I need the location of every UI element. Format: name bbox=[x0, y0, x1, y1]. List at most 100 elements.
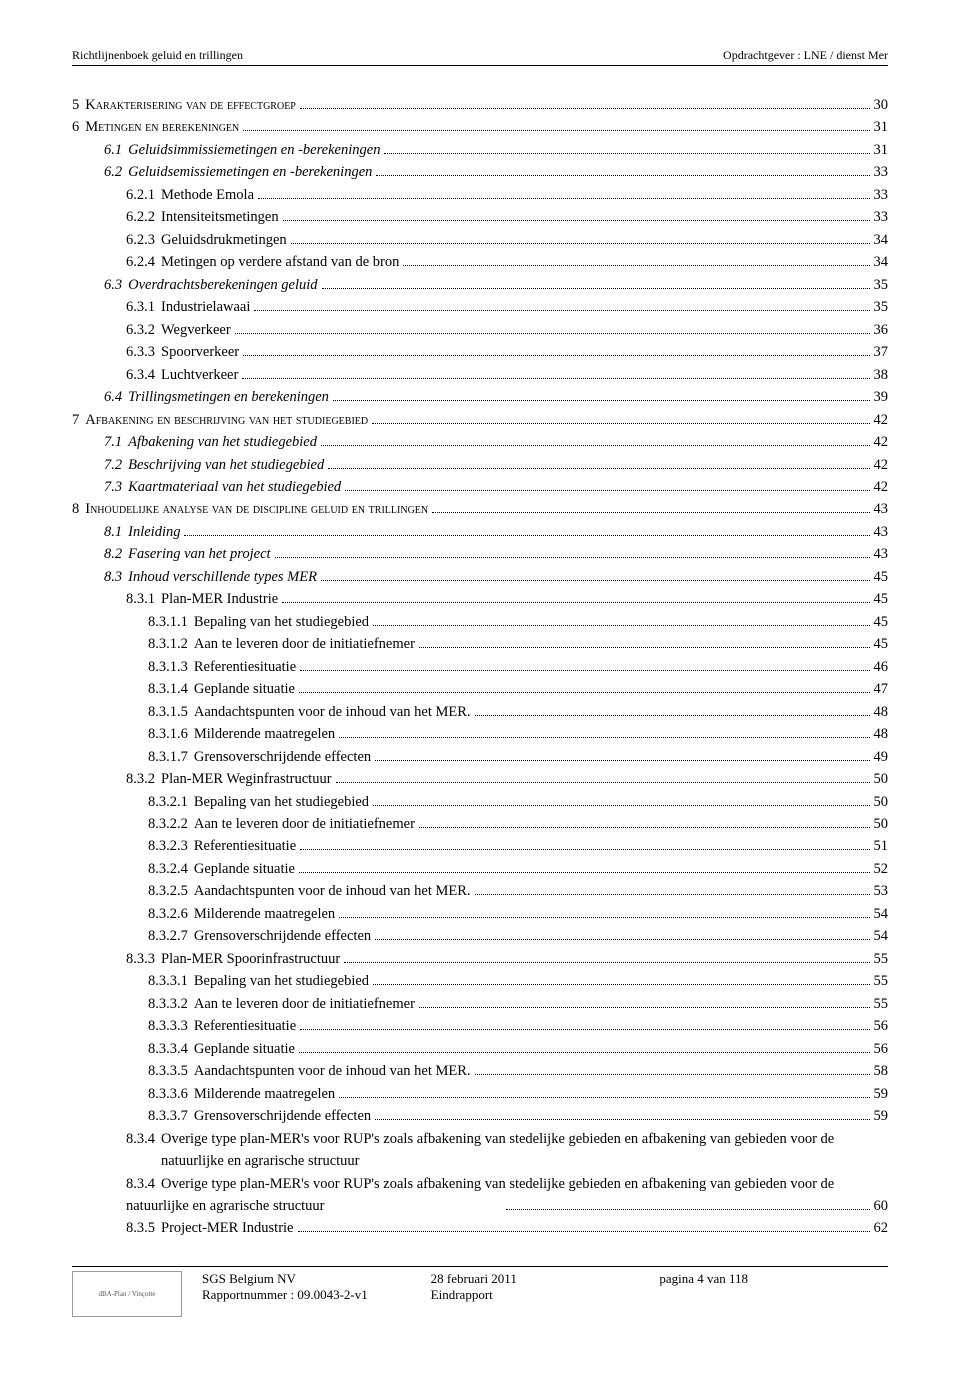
toc-number: 8.3.3.2 bbox=[148, 993, 188, 1015]
toc-number: 8.3.2.5 bbox=[148, 880, 188, 902]
toc-title: Geplande situatie bbox=[188, 1038, 295, 1060]
toc-entry: 6.3Overdrachtsberekeningen geluid35 bbox=[72, 274, 888, 296]
toc-title: Milderende maatregelen bbox=[188, 1083, 335, 1105]
toc-page: 42 bbox=[874, 476, 889, 498]
toc-number: 6.2.3 bbox=[126, 229, 155, 251]
toc-page: 43 bbox=[874, 521, 889, 543]
toc-page: 45 bbox=[874, 633, 889, 655]
footer-logo-area: dBA-Plan / Vinçotte bbox=[72, 1271, 202, 1317]
toc-entry: 8.3.2Plan-MER Weginfrastructuur 50 bbox=[72, 768, 888, 790]
toc-leader bbox=[243, 355, 869, 356]
toc-leader bbox=[283, 220, 870, 221]
toc-entry: 8.3.4Overige type plan-MER's voor RUP's … bbox=[72, 1173, 888, 1218]
footer-col-page: pagina 4 van 118 bbox=[659, 1271, 888, 1287]
toc-title: Aan te leveren door de initiatiefnemer bbox=[188, 813, 415, 835]
toc-page: 56 bbox=[874, 1015, 889, 1037]
footer-col-date: 28 februari 2011 Eindrapport bbox=[431, 1271, 660, 1303]
toc-number: 8.3.3.3 bbox=[148, 1015, 188, 1037]
toc-entry: 8.3.3Plan-MER Spoorinfrastructuur55 bbox=[72, 948, 888, 970]
toc-page: 38 bbox=[874, 364, 889, 386]
toc-leader bbox=[322, 288, 870, 289]
toc-page: 51 bbox=[874, 835, 889, 857]
toc-entry: 8.3.1.7Grensoverschrijdende effecten49 bbox=[72, 746, 888, 768]
toc-entry: 7Afbakening en beschrijving van het stud… bbox=[72, 409, 888, 431]
toc-page: 49 bbox=[874, 746, 889, 768]
toc-leader bbox=[242, 378, 869, 379]
toc-page: 60 bbox=[874, 1195, 889, 1217]
toc-entry: 8.3.1Plan-MER Industrie45 bbox=[72, 588, 888, 610]
toc-entry: 6.3.2Wegverkeer36 bbox=[72, 319, 888, 341]
toc-entry: 7.1Afbakening van het studiegebied42 bbox=[72, 431, 888, 453]
toc-number: 8 bbox=[72, 498, 79, 520]
toc-title: Afbakening en beschrijving van het studi… bbox=[79, 409, 368, 431]
toc-entry: 6Metingen en berekeningen31 bbox=[72, 116, 888, 138]
toc-page: 33 bbox=[874, 184, 889, 206]
toc-number: 8.3.4 bbox=[126, 1176, 155, 1192]
toc-number: 8.3.3 bbox=[126, 948, 155, 970]
toc-page: 62 bbox=[874, 1217, 889, 1239]
toc-leader bbox=[375, 1119, 869, 1120]
toc-title: Geluidsimmissiemetingen en -berekeningen bbox=[122, 139, 380, 161]
footer-col-company: SGS Belgium NV Rapportnummer : 09.0043-2… bbox=[202, 1271, 431, 1303]
toc-entry: 8.3.1.1Bepaling van het studiegebied45 bbox=[72, 611, 888, 633]
toc-page: 31 bbox=[874, 116, 889, 138]
toc-page: 33 bbox=[874, 206, 889, 228]
toc-title: Luchtverkeer bbox=[155, 364, 238, 386]
toc-entry: 8.3.2.3Referentiesituatie51 bbox=[72, 835, 888, 857]
toc-leader bbox=[254, 310, 869, 311]
toc-number: 7.2 bbox=[104, 454, 122, 476]
toc-title: Bepaling van het studiegebied bbox=[188, 611, 369, 633]
toc-leader bbox=[384, 153, 869, 154]
toc-leader bbox=[419, 1007, 870, 1008]
toc-number: 8.3 bbox=[104, 566, 122, 588]
toc-page: 42 bbox=[874, 454, 889, 476]
toc-leader bbox=[336, 782, 870, 783]
toc-leader bbox=[235, 333, 870, 334]
toc-entry: 8.3.1.6Milderende maatregelen48 bbox=[72, 723, 888, 745]
toc-leader bbox=[475, 894, 870, 895]
toc-number: 8.2 bbox=[104, 543, 122, 565]
toc-page: 34 bbox=[874, 229, 889, 251]
toc-number: 8.3.2 bbox=[126, 768, 155, 790]
toc-entry: 8.3.5Project-MER Industrie62 bbox=[72, 1217, 888, 1239]
toc-page: 54 bbox=[874, 925, 889, 947]
toc-number: 8.3.2.2 bbox=[148, 813, 188, 835]
page-footer: dBA-Plan / Vinçotte SGS Belgium NV Rappo… bbox=[72, 1271, 888, 1317]
toc-number: 7.3 bbox=[104, 476, 122, 498]
footer-date: 28 februari 2011 bbox=[431, 1271, 660, 1287]
toc-title: Referentiesituatie bbox=[188, 835, 296, 857]
toc-title: Overdrachtsberekeningen geluid bbox=[122, 274, 317, 296]
toc-page: 35 bbox=[874, 296, 889, 318]
toc-number: 6.3.4 bbox=[126, 364, 155, 386]
toc-page: 39 bbox=[874, 386, 889, 408]
toc-number: 8.3.1.1 bbox=[148, 611, 188, 633]
toc-title: Aan te leveren door de initiatiefnemer bbox=[188, 993, 415, 1015]
toc-title: Plan-MER Weginfrastructuur bbox=[155, 768, 332, 790]
toc-leader bbox=[339, 1097, 869, 1098]
footer-logo-text: dBA-Plan / Vinçotte bbox=[98, 1290, 155, 1298]
toc-page: 45 bbox=[874, 566, 889, 588]
toc-leader bbox=[432, 512, 869, 513]
toc-entry: 6.2.2Intensiteitsmetingen33 bbox=[72, 206, 888, 228]
toc-leader bbox=[299, 1052, 870, 1053]
toc-title: Milderende maatregelen bbox=[188, 903, 335, 925]
toc-entry: 8.3.2.1Bepaling van het studiegebied50 bbox=[72, 791, 888, 813]
toc-number: 6.3.2 bbox=[126, 319, 155, 341]
toc-page: 42 bbox=[874, 409, 889, 431]
toc-number: 6.2 bbox=[104, 161, 122, 183]
toc-number: 8.3.2.7 bbox=[148, 925, 188, 947]
toc-leader bbox=[300, 108, 870, 109]
toc-entry: 5Karakterisering van de effectgroep30 bbox=[72, 94, 888, 116]
toc-leader bbox=[373, 805, 869, 806]
toc-number: 8.3.1.6 bbox=[148, 723, 188, 745]
toc-page: 50 bbox=[874, 768, 889, 790]
toc-leader bbox=[403, 265, 869, 266]
toc-leader bbox=[376, 175, 869, 176]
toc-title: Aan te leveren door de initiatiefnemer bbox=[188, 633, 415, 655]
toc-entry: 8.3.2.2Aan te leveren door de initiatief… bbox=[72, 813, 888, 835]
toc-entry: 6.2Geluidsemissiemetingen en -berekening… bbox=[72, 161, 888, 183]
toc-title: Plan-MER Spoorinfrastructuur bbox=[155, 948, 340, 970]
toc-entry: 8.2Fasering van het project43 bbox=[72, 543, 888, 565]
toc-entry: 8.3.3.6Milderende maatregelen59 bbox=[72, 1083, 888, 1105]
toc-title: Inleiding bbox=[122, 521, 180, 543]
